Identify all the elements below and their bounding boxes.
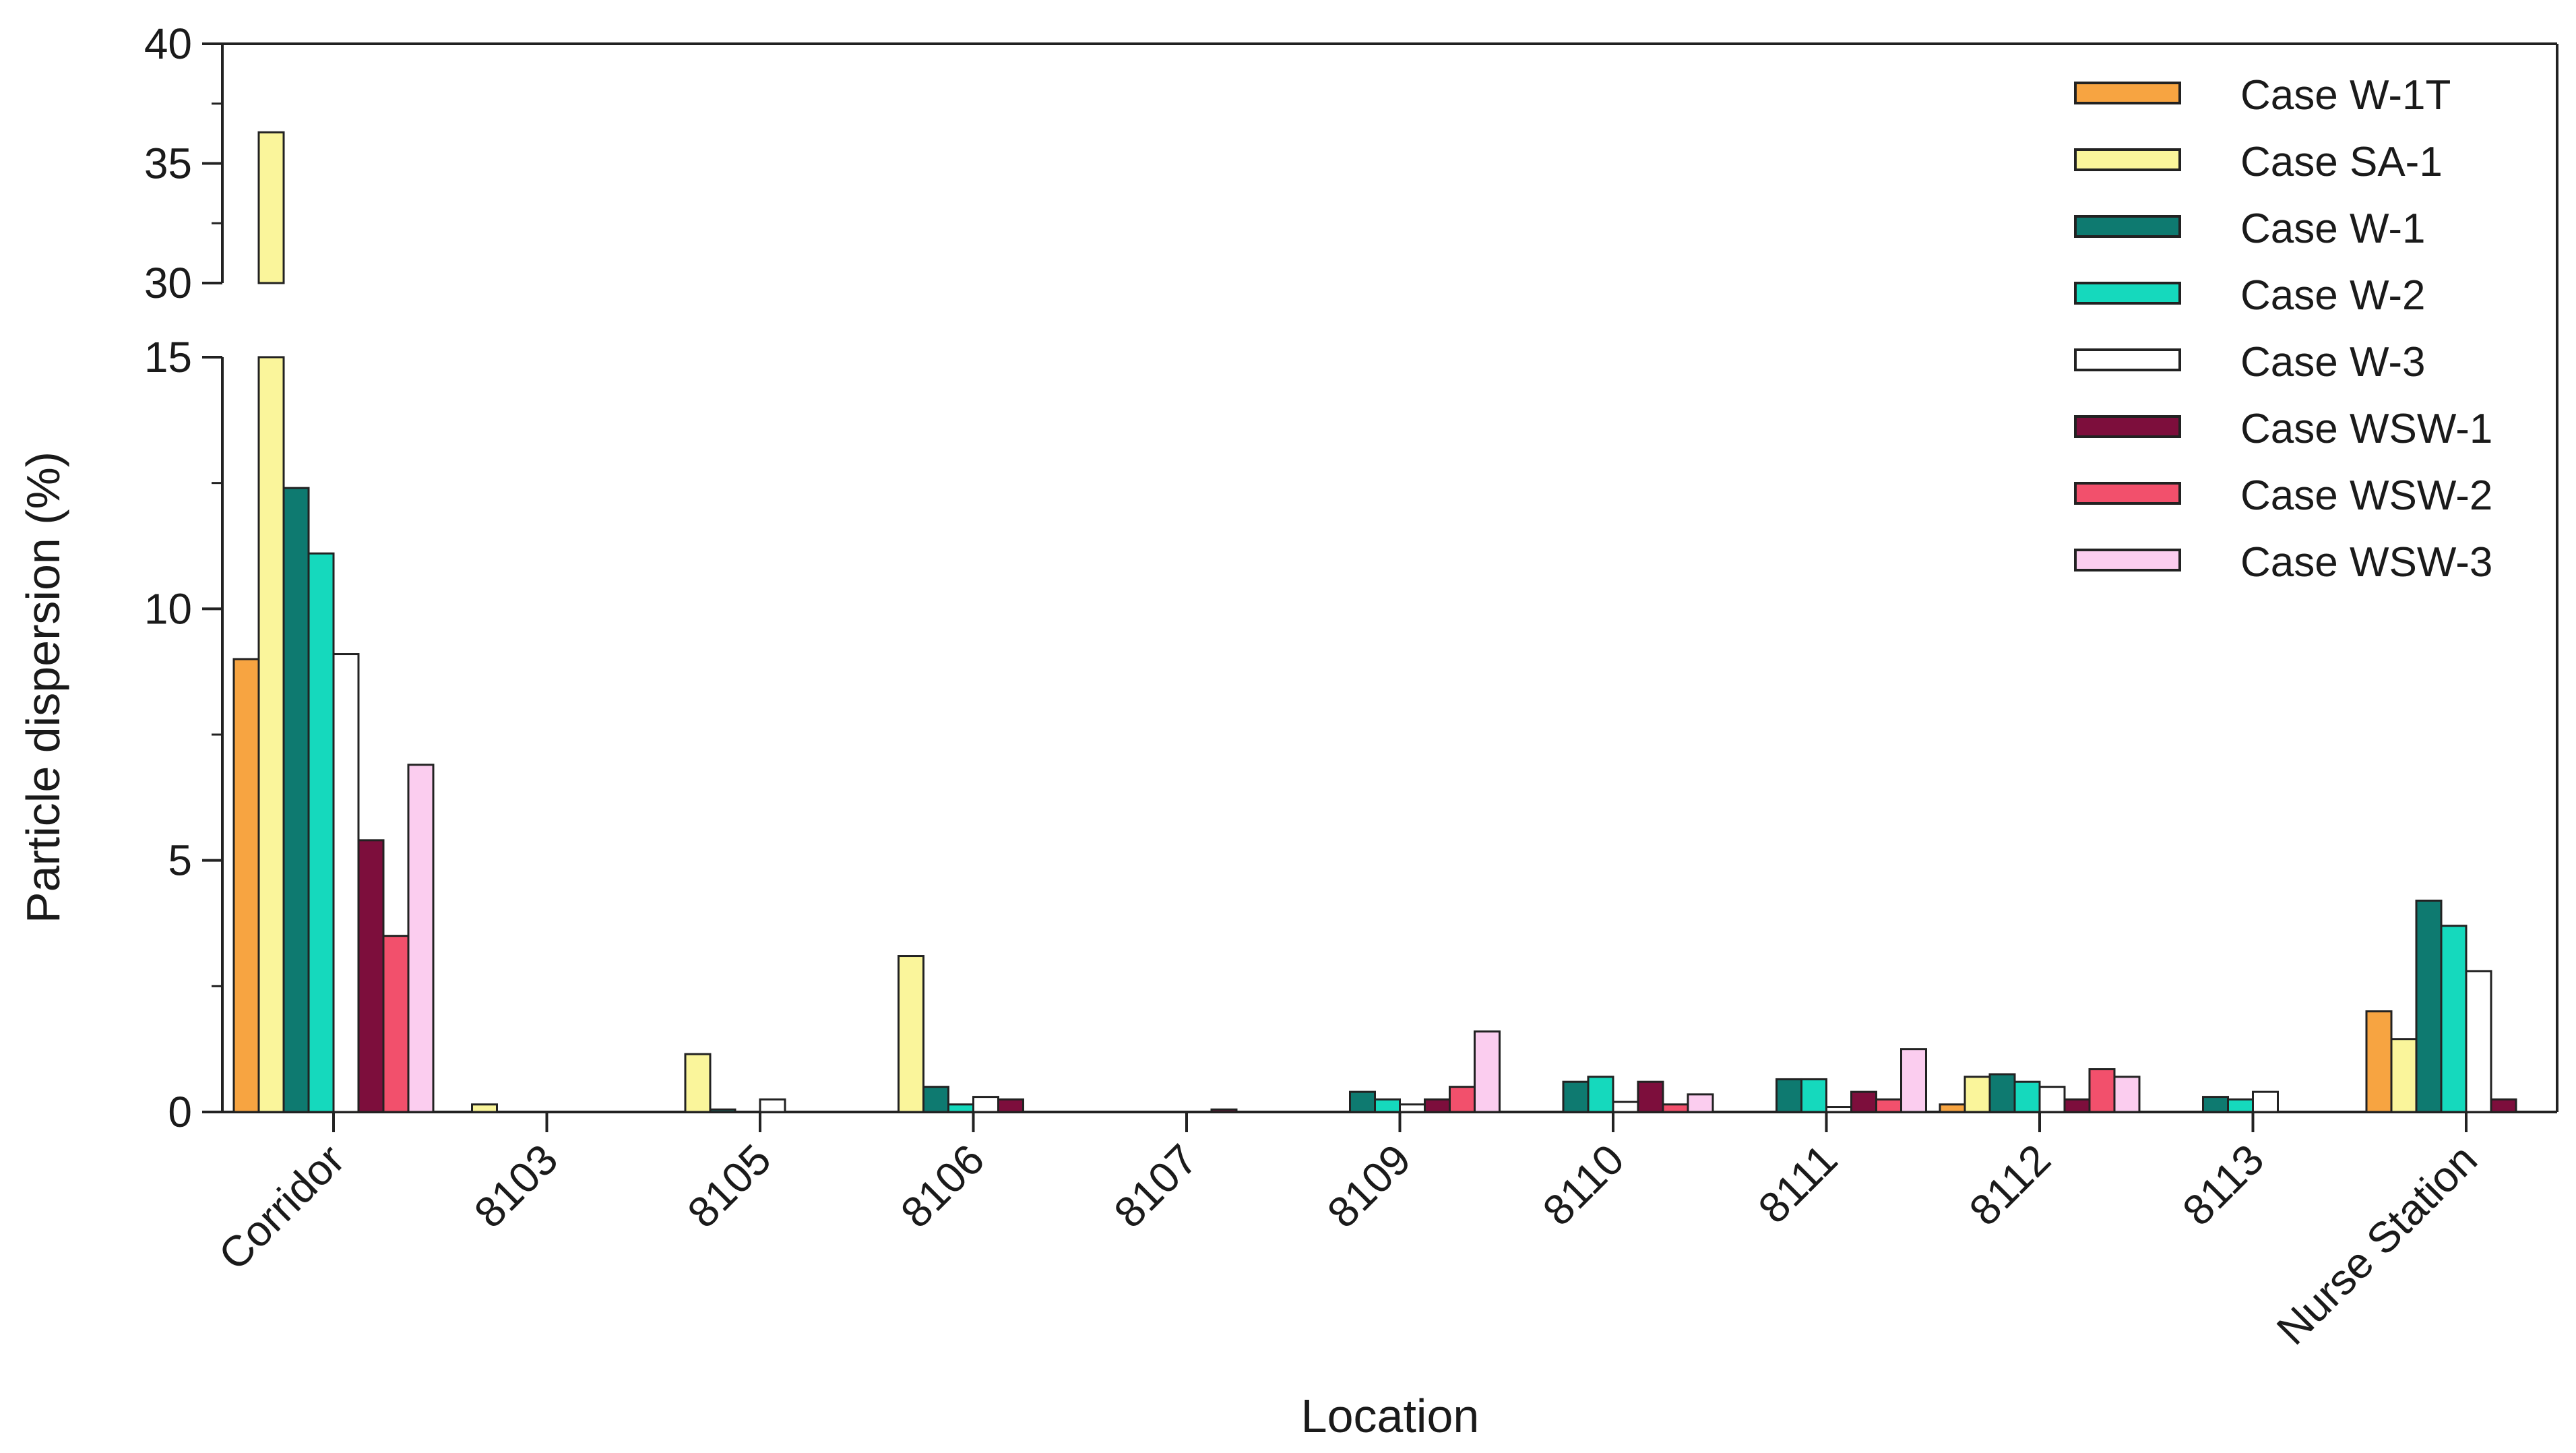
legend-swatch [2074, 549, 2181, 571]
x-tick-label: Nurse Station [2267, 1135, 2486, 1354]
bar [1776, 1078, 1802, 1113]
bar [2063, 1098, 2091, 1113]
legend-swatch [2074, 415, 2181, 438]
x-tick-label: 8112 [1960, 1135, 2060, 1235]
x-axis-title: Location [1301, 1390, 1480, 1442]
bar [1825, 1106, 1852, 1113]
bar [407, 764, 435, 1113]
bar [382, 935, 410, 1113]
x-tick-label: 8107 [1104, 1135, 1207, 1237]
legend-swatch [2074, 215, 2181, 238]
bar [2490, 1098, 2517, 1113]
bar [2013, 1080, 2041, 1113]
bar [1988, 1073, 2016, 1113]
bar [2038, 1086, 2066, 1113]
bar [471, 1103, 498, 1113]
bar [1875, 1098, 1902, 1113]
bar [2088, 1068, 2116, 1113]
bar [2440, 925, 2468, 1113]
x-tick-label: 8113 [2173, 1135, 2273, 1235]
x-tick-label: 8109 [1318, 1135, 1420, 1237]
legend-swatch [2074, 82, 2181, 104]
bar [1424, 1098, 1451, 1113]
bar [2202, 1096, 2229, 1113]
bar [2415, 899, 2443, 1113]
bar-upper-segment [257, 131, 285, 284]
x-tick-label: Corridor [210, 1135, 354, 1279]
bar [1939, 1103, 1966, 1113]
bar [1800, 1078, 1827, 1113]
y-tick-label: 10 [144, 584, 192, 633]
legend-label: Case W-1T [2240, 72, 2451, 119]
bar [1399, 1103, 1426, 1113]
legend-swatch [2074, 482, 2181, 505]
bar [1562, 1080, 1590, 1113]
bar [1474, 1030, 1501, 1113]
y-tick-label: 15 [144, 333, 192, 381]
bar [759, 1098, 786, 1113]
bar [332, 653, 360, 1113]
bars [232, 131, 2517, 1113]
bar [257, 356, 285, 1113]
y-tick-label: 35 [144, 140, 192, 188]
bar [2113, 1076, 2141, 1113]
legend-swatch [2074, 282, 2181, 305]
bar [2390, 1038, 2418, 1113]
x-tick-label: 8103 [465, 1135, 567, 1237]
bar [1900, 1048, 1927, 1113]
bar [1210, 1108, 1238, 1113]
bar [1964, 1076, 1991, 1113]
bar [997, 1098, 1024, 1113]
x-tick-label: 8110 [1534, 1135, 1633, 1235]
legend-swatch [2074, 348, 2181, 371]
bar [1587, 1076, 1614, 1113]
legend: Case W-1T Case SA-1 Case W-1 Case W-2 Case W… [2074, 72, 2492, 586]
plot-frame [208, 42, 2558, 1113]
bar [232, 658, 260, 1113]
bar [307, 552, 335, 1113]
bar [922, 1086, 949, 1113]
y-axis-title: Particle dispersion (%) [17, 452, 69, 923]
y-tick-label: 30 [144, 259, 192, 307]
bar [1449, 1086, 1476, 1113]
bar [972, 1096, 999, 1113]
bar [898, 955, 924, 1113]
bar [1850, 1090, 1877, 1113]
legend-label: Case W-3 [2240, 339, 2426, 385]
bar [282, 487, 310, 1113]
bar [1662, 1103, 1689, 1113]
y-tick-label: 0 [168, 1088, 192, 1136]
x-tick-label: 8106 [891, 1135, 994, 1237]
bar [709, 1108, 736, 1113]
legend-label: Case SA-1 [2240, 139, 2443, 185]
bar [2252, 1090, 2279, 1113]
legend-label: Case W-1 [2240, 206, 2426, 252]
bar [1349, 1090, 1376, 1113]
legend-label: Case WSW-3 [2240, 539, 2492, 586]
y-tick-label: 40 [144, 20, 192, 68]
legend-label: Case WSW-1 [2240, 406, 2492, 452]
legend-swatch [2074, 148, 2181, 171]
y-tick-label: 5 [168, 836, 192, 885]
bar [947, 1103, 974, 1113]
bar [684, 1053, 712, 1113]
bar [1637, 1080, 1664, 1113]
bar [1374, 1098, 1401, 1113]
bar [2227, 1098, 2254, 1113]
x-tick-label: 8111 [1749, 1135, 1847, 1233]
legend-label: Case W-2 [2240, 272, 2426, 319]
bar [1612, 1101, 1639, 1113]
bar [2365, 1010, 2393, 1113]
bar [1687, 1093, 1714, 1113]
x-tick-label: 8105 [678, 1135, 780, 1237]
bar [357, 839, 385, 1113]
legend-label: Case WSW-2 [2240, 472, 2492, 519]
bar [2465, 970, 2492, 1113]
